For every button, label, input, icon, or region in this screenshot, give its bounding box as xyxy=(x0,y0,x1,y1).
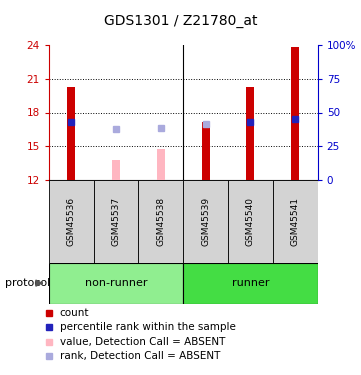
Text: GSM45539: GSM45539 xyxy=(201,196,210,246)
Text: runner: runner xyxy=(232,278,269,288)
Bar xyxy=(157,148,165,180)
Bar xyxy=(49,262,183,304)
Bar xyxy=(67,87,75,180)
Bar xyxy=(228,180,273,262)
Bar xyxy=(201,122,210,180)
Bar xyxy=(183,262,318,304)
Bar xyxy=(273,180,318,262)
Text: GSM45538: GSM45538 xyxy=(156,196,165,246)
Bar xyxy=(49,180,93,262)
Text: value, Detection Call = ABSENT: value, Detection Call = ABSENT xyxy=(60,337,225,346)
Text: non-runner: non-runner xyxy=(85,278,147,288)
Bar xyxy=(112,160,120,180)
Text: GDS1301 / Z21780_at: GDS1301 / Z21780_at xyxy=(104,13,257,28)
Bar xyxy=(183,180,228,262)
Bar xyxy=(291,47,299,180)
Text: GSM45537: GSM45537 xyxy=(112,196,121,246)
Text: percentile rank within the sample: percentile rank within the sample xyxy=(60,322,235,332)
Text: GSM45536: GSM45536 xyxy=(67,196,76,246)
Bar xyxy=(138,180,183,262)
Text: GSM45540: GSM45540 xyxy=(246,197,255,246)
Text: count: count xyxy=(60,308,89,318)
Text: GSM45541: GSM45541 xyxy=(291,197,300,246)
Text: rank, Detection Call = ABSENT: rank, Detection Call = ABSENT xyxy=(60,351,220,361)
Bar xyxy=(93,180,138,262)
Bar xyxy=(247,87,255,180)
Text: protocol: protocol xyxy=(5,278,51,288)
